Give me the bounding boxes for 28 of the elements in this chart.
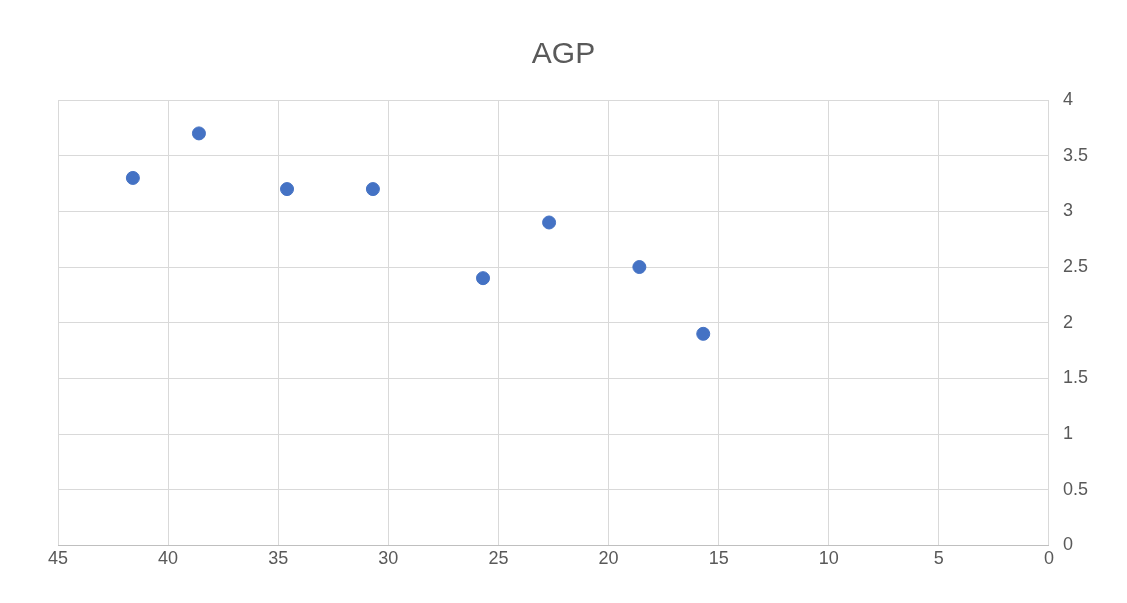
x-tick-label: 40 bbox=[158, 548, 179, 569]
point bbox=[125, 170, 140, 185]
y-tick-label: 2.5 bbox=[1062, 255, 1089, 276]
x-tick-label: 30 bbox=[378, 548, 399, 569]
x-tick-label: 15 bbox=[708, 548, 729, 569]
y-tick-label: 1 bbox=[1062, 423, 1073, 444]
x-tick-label: 10 bbox=[818, 548, 839, 569]
y-tick-label: 1.5 bbox=[1062, 367, 1089, 388]
point bbox=[280, 182, 295, 197]
point bbox=[542, 215, 557, 230]
y-tick-label: 3.5 bbox=[1062, 144, 1089, 165]
y-tick-label: 0.5 bbox=[1062, 478, 1089, 499]
y-tick-label: 2 bbox=[1062, 311, 1073, 332]
y-tick-label: 0 bbox=[1062, 534, 1073, 555]
x-tick-label: 25 bbox=[488, 548, 509, 569]
x-tick-label: 5 bbox=[933, 548, 944, 569]
y-tick-label: 3 bbox=[1062, 200, 1073, 221]
x-tick-label: 20 bbox=[598, 548, 619, 569]
point bbox=[696, 326, 711, 341]
chart-title: AGP bbox=[530, 36, 597, 70]
y-tick-label: 4 bbox=[1062, 88, 1073, 109]
point bbox=[476, 271, 491, 286]
x-tick-label: 45 bbox=[47, 548, 69, 569]
point bbox=[191, 126, 206, 141]
point bbox=[365, 182, 380, 197]
x-tick-label: 35 bbox=[268, 548, 289, 569]
point bbox=[632, 260, 647, 275]
x-tick-label: 0 bbox=[1043, 548, 1054, 569]
